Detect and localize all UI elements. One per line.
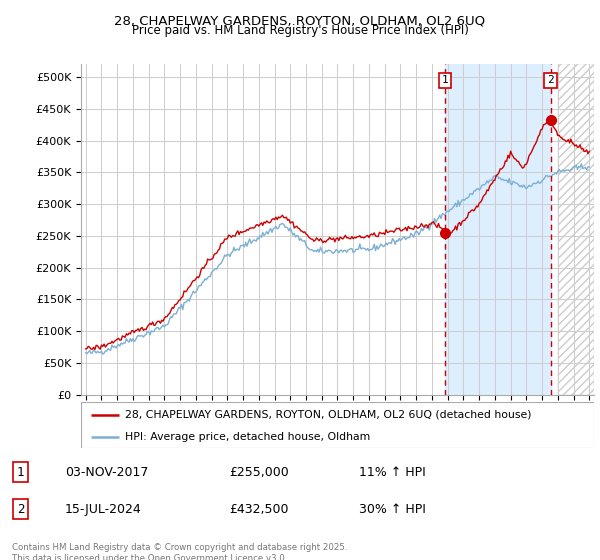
Text: Price paid vs. HM Land Registry's House Price Index (HPI): Price paid vs. HM Land Registry's House … [131, 24, 469, 37]
Text: £432,500: £432,500 [229, 502, 289, 516]
Text: 15-JUL-2024: 15-JUL-2024 [65, 502, 142, 516]
Text: 30% ↑ HPI: 30% ↑ HPI [359, 502, 425, 516]
Text: 28, CHAPELWAY GARDENS, ROYTON, OLDHAM, OL2 6UQ (detached house): 28, CHAPELWAY GARDENS, ROYTON, OLDHAM, O… [125, 410, 531, 420]
Bar [558, 64, 594, 395]
Text: 11% ↑ HPI: 11% ↑ HPI [359, 465, 425, 479]
Text: £255,000: £255,000 [229, 465, 289, 479]
Bar [445, 64, 551, 395]
Text: 2: 2 [547, 75, 554, 85]
Text: 1: 1 [17, 465, 25, 479]
Text: 2: 2 [17, 502, 25, 516]
Text: 03-NOV-2017: 03-NOV-2017 [65, 465, 148, 479]
Bar [558, 64, 594, 395]
Text: HPI: Average price, detached house, Oldham: HPI: Average price, detached house, Oldh… [125, 432, 370, 441]
Text: 1: 1 [442, 75, 449, 85]
Text: 28, CHAPELWAY GARDENS, ROYTON, OLDHAM, OL2 6UQ: 28, CHAPELWAY GARDENS, ROYTON, OLDHAM, O… [115, 14, 485, 27]
Text: Contains HM Land Registry data © Crown copyright and database right 2025.
This d: Contains HM Land Registry data © Crown c… [12, 543, 347, 560]
FancyBboxPatch shape [81, 402, 594, 448]
